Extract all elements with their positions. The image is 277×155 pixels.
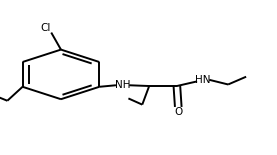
Text: O: O [174,107,182,117]
Text: HN: HN [196,75,211,85]
Text: Cl: Cl [40,23,51,33]
Text: NH: NH [115,80,131,90]
